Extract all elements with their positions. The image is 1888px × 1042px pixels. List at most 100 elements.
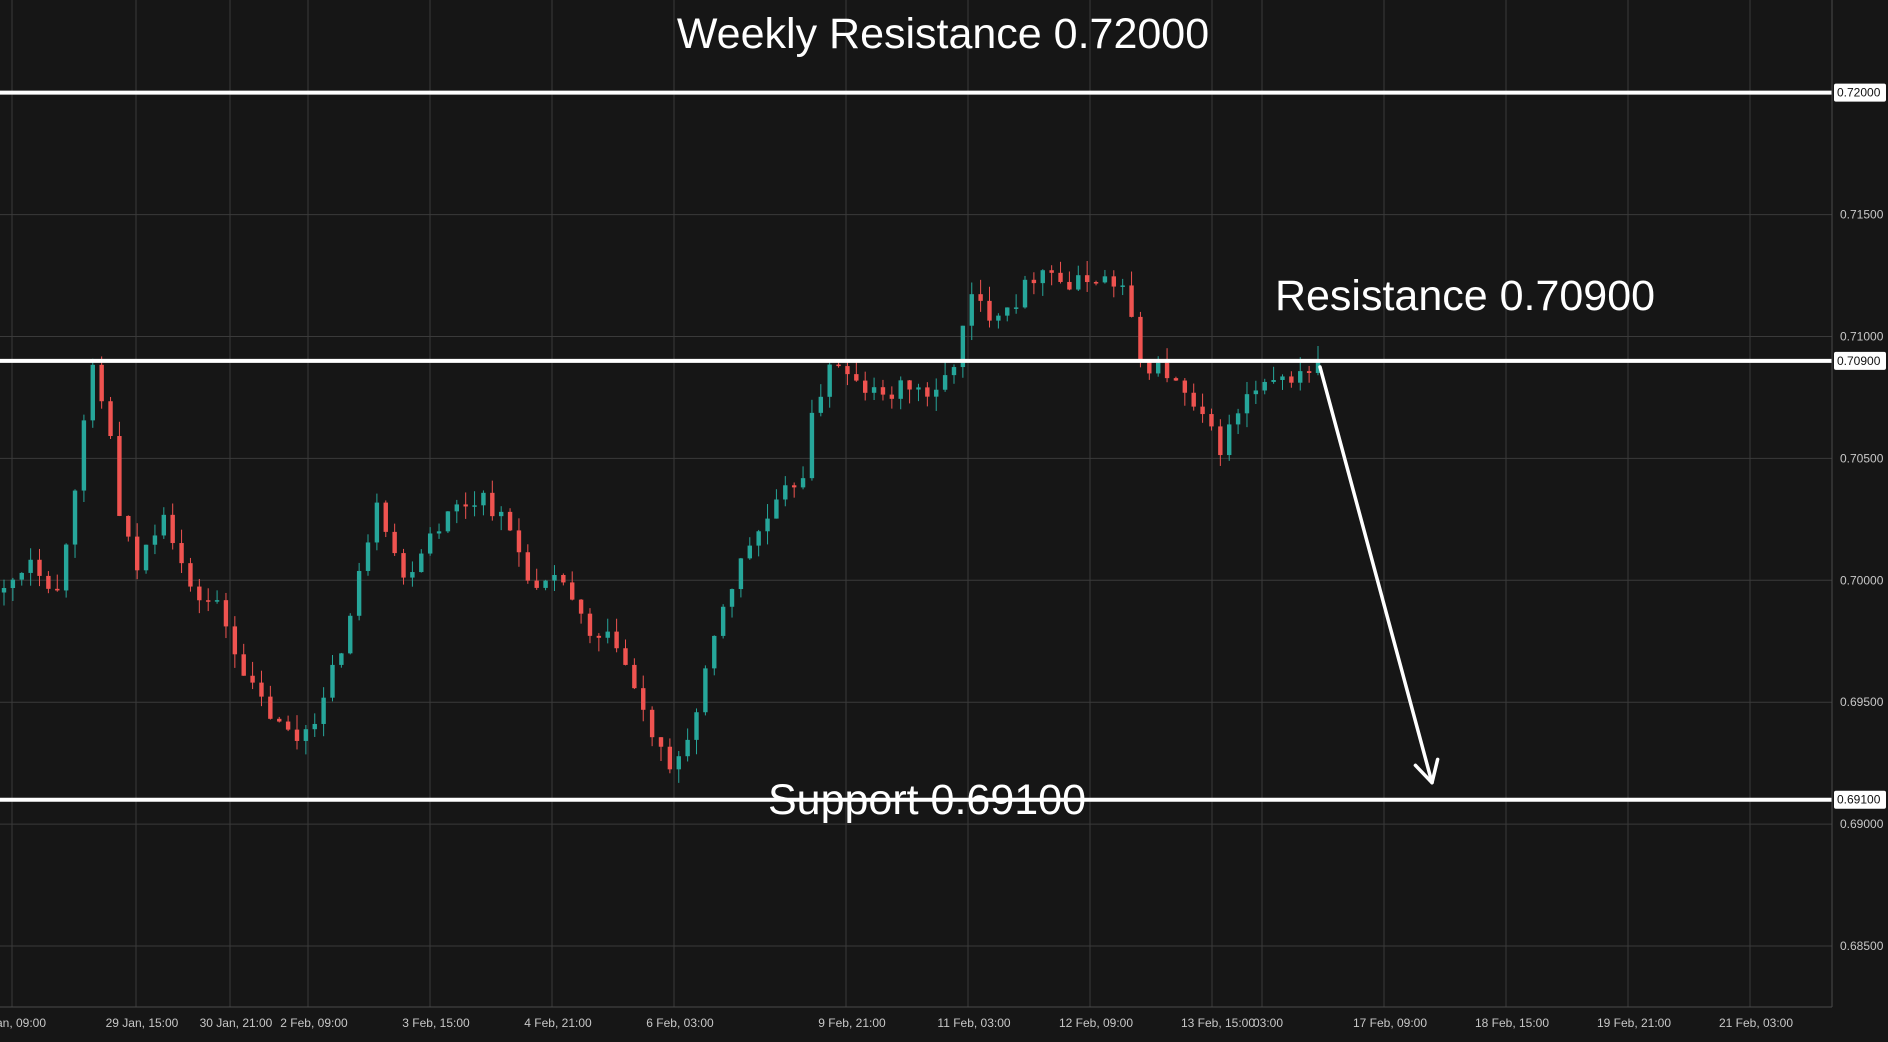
candle-body xyxy=(1013,307,1019,309)
candle-body xyxy=(934,389,939,397)
candle-body xyxy=(836,364,841,367)
price-tick-label: 0.71500 xyxy=(1840,208,1884,222)
candle-body xyxy=(1049,270,1054,273)
candle-body xyxy=(1093,282,1099,284)
candle-body xyxy=(1306,371,1312,373)
time-tick-label: Jan, 09:00 xyxy=(0,1016,46,1030)
candle-body xyxy=(126,515,131,537)
candle-body xyxy=(223,600,229,627)
candle-body xyxy=(46,575,51,589)
candle-body xyxy=(241,654,246,676)
candle-body xyxy=(268,696,273,719)
candle-body xyxy=(143,544,149,571)
candle-body xyxy=(525,552,531,581)
time-tick-label: 13 Feb, 15:00 xyxy=(1181,1016,1255,1030)
candle-body xyxy=(747,545,752,559)
candle-body xyxy=(1058,272,1063,282)
time-tick-label: 12 Feb, 09:00 xyxy=(1059,1016,1133,1030)
candle-body xyxy=(685,739,690,757)
candle-body xyxy=(1084,275,1090,283)
grid xyxy=(0,0,1832,1007)
candle-body xyxy=(117,436,122,516)
price-tick-label: 0.69000 xyxy=(1840,817,1884,831)
candle-body xyxy=(321,697,326,724)
time-tick-label: 3 Feb, 15:00 xyxy=(402,1016,470,1030)
candle-body xyxy=(596,635,602,638)
candle-body xyxy=(1022,279,1028,308)
time-tick-label: 6 Feb, 03:00 xyxy=(646,1016,714,1030)
candle-body xyxy=(969,294,974,326)
candle-body xyxy=(1227,424,1232,456)
candle-body xyxy=(214,600,220,602)
candle-body xyxy=(1120,285,1125,287)
level-price-badge xyxy=(1834,790,1886,809)
candle-body xyxy=(348,615,353,654)
candle-body xyxy=(1031,279,1037,284)
candle-body xyxy=(845,366,850,375)
candle-body xyxy=(827,364,832,397)
time-tick-label: 21 Feb, 03:00 xyxy=(1719,1016,1793,1030)
candle-body xyxy=(356,570,362,616)
candle-body xyxy=(294,729,300,741)
candle-body xyxy=(632,664,637,689)
projection-arrow[interactable] xyxy=(1318,365,1440,785)
candle-body xyxy=(374,502,380,543)
candle-body xyxy=(498,511,504,517)
candle-body xyxy=(765,518,770,532)
price-tick-label: 0.68500 xyxy=(1840,939,1884,953)
candle-body xyxy=(232,626,238,655)
candle-body xyxy=(285,721,291,730)
candle-body xyxy=(401,553,406,578)
candle-body xyxy=(516,530,522,553)
candle-body xyxy=(206,600,211,602)
time-tick-label: 4 Feb, 21:00 xyxy=(524,1016,592,1030)
candle-body xyxy=(1218,426,1223,456)
resistance-label: Resistance 0.70900 xyxy=(1275,272,1655,320)
candle-body xyxy=(1298,371,1303,383)
candle-body xyxy=(561,574,566,583)
candle-body xyxy=(916,387,921,390)
candle-body xyxy=(170,514,175,544)
candle-body xyxy=(623,648,628,665)
candle-body xyxy=(987,300,992,321)
price-tick-label: 0.70500 xyxy=(1840,451,1884,465)
candle-body xyxy=(543,580,548,588)
candle-body xyxy=(871,387,877,393)
candle-body xyxy=(1076,275,1081,290)
candle-body xyxy=(1102,276,1108,283)
projection-arrow-head xyxy=(1413,757,1440,785)
candle-body xyxy=(951,367,957,376)
candle-body xyxy=(818,396,824,413)
candle-body xyxy=(1200,406,1205,415)
candle-body xyxy=(996,315,1001,321)
candle-body xyxy=(10,579,16,589)
candle-body xyxy=(250,675,255,683)
level-price-badge-text: 0.72000 xyxy=(1837,86,1881,100)
time-tick-label: 03:00 xyxy=(1253,1016,1283,1030)
candle-body xyxy=(1111,276,1116,287)
candle-body xyxy=(552,574,557,581)
candle-body xyxy=(1138,316,1143,360)
candle-body xyxy=(99,364,104,402)
candle-body xyxy=(880,387,886,395)
candle-body xyxy=(1182,380,1188,393)
candle-body xyxy=(410,572,415,578)
level-labels: Weekly Resistance 0.72000 Resistance 0.7… xyxy=(677,10,1655,824)
candle-body xyxy=(978,294,983,301)
candle-body xyxy=(738,558,744,590)
level-price-badge xyxy=(1834,351,1886,370)
level-price-badge xyxy=(1834,83,1886,102)
candle-body xyxy=(854,374,859,381)
price-tick-label: 0.69500 xyxy=(1840,695,1884,709)
candle-body xyxy=(197,586,202,601)
candle-body xyxy=(330,664,335,698)
time-tick-label: 29 Jan, 15:00 xyxy=(106,1016,179,1030)
time-tick-label: 11 Feb, 03:00 xyxy=(937,1016,1010,1030)
candle-body xyxy=(152,535,158,545)
candle-body xyxy=(1315,360,1321,373)
candle-body xyxy=(55,588,60,591)
candle-body xyxy=(712,635,717,669)
candle-body xyxy=(365,542,371,571)
